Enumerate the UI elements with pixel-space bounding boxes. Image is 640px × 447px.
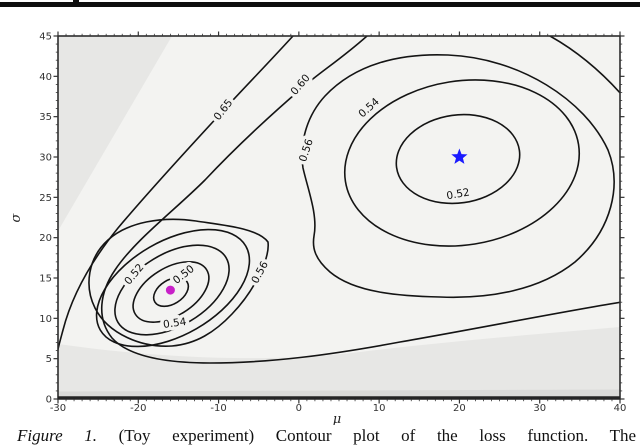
contour-figure: 0.650.600.560.540.520.52 0.500.540.56 -30… [9,31,626,425]
x-tick-label: -10 [210,403,226,414]
contour-right-0.52 [395,113,521,205]
left-minimum-dot [165,285,175,295]
figure-caption-label: Figure 1. [17,426,97,445]
figure-caption-text: (Toy experiment) Contour plot of the los… [118,426,636,445]
x-tick-label: 20 [453,403,466,414]
axis-ticks [53,31,625,404]
contour-left-0.54 [95,228,251,348]
header-rule [0,2,640,7]
x-tick-label: 0 [296,403,302,414]
y-axis-label: σ [9,212,24,222]
contour-0.65 [58,36,294,353]
x-tick-label: -20 [130,403,146,414]
contour-lines [58,36,620,364]
header-text-fragment [73,0,79,3]
contour-0.60-right [549,36,620,94]
y-tick-label: 25 [39,193,52,204]
y-tick-label: 0 [46,395,52,406]
contour-0.60 [100,36,620,364]
y-tick-label: 20 [39,233,52,244]
y-tick-label: 45 [39,32,52,43]
contour-right-0.54 [343,79,581,247]
plot-background [58,36,620,399]
x-tick-label: -30 [50,403,66,414]
y-tick-label: 35 [39,112,52,123]
shade-bottom-band [58,327,620,399]
contour-left-0.56 [88,218,269,347]
x-tick-label: 40 [614,403,627,414]
figure-caption: Figure 1. (Toy experiment) Contour plot … [17,426,636,446]
contour-left-0.50 [132,261,210,323]
contour-left-0.52 [114,244,230,336]
minima-markers [165,148,468,295]
contour-right-0.56 [301,53,615,299]
y-tick-label: 30 [39,153,52,164]
y-tick-label: 5 [46,354,52,365]
contour-left-0.50-inner [152,276,190,308]
right-minimum-star [451,148,468,164]
y-tick-label: 15 [39,274,52,285]
x-axis-label: μ [333,412,341,425]
x-tick-label: 10 [373,403,386,414]
tick-labels: -30 -20 -10 0 10 20 30 40 0 5 10 15 20 25 30 35 40 45 [39,32,626,415]
x-tick-label: 30 [533,403,546,414]
y-tick-label: 40 [39,72,52,83]
shade-top-left [58,36,172,231]
y-tick-label: 10 [39,314,52,325]
